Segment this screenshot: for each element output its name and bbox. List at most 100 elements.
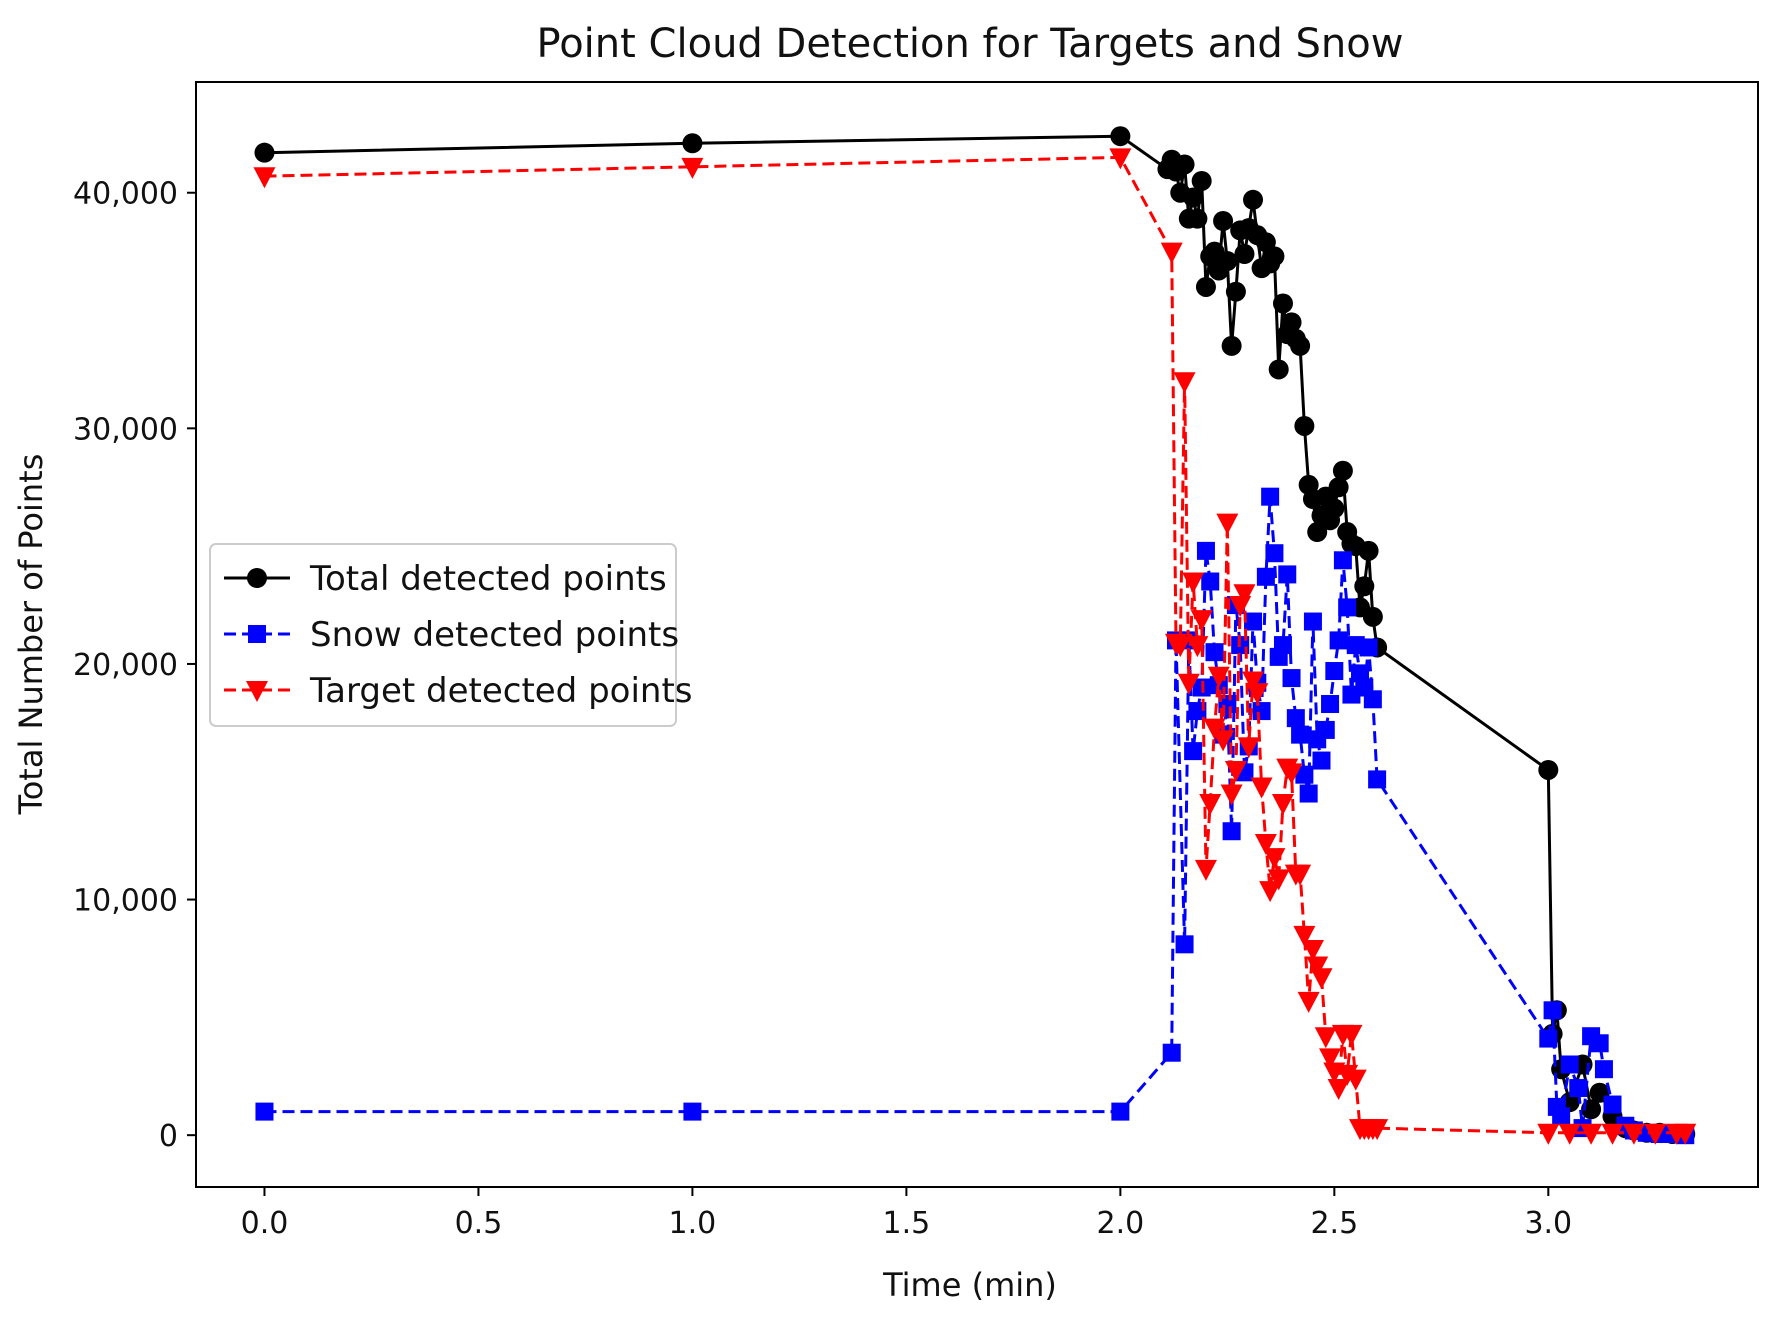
legend-label: Total detected points bbox=[309, 559, 667, 599]
data-point bbox=[1237, 737, 1260, 759]
data-point bbox=[1184, 742, 1203, 761]
data-point bbox=[1207, 666, 1230, 688]
legend-box bbox=[209, 543, 677, 727]
data-point bbox=[1199, 793, 1222, 815]
data-point bbox=[1289, 864, 1312, 886]
data-point bbox=[1325, 662, 1344, 681]
data-point bbox=[1173, 372, 1196, 394]
data-point bbox=[1282, 669, 1301, 688]
data-point bbox=[1234, 243, 1255, 264]
data-point bbox=[1264, 246, 1285, 267]
data-point bbox=[1205, 643, 1224, 662]
y-axis: 0 10,000 20,000 30,000 40,000 bbox=[73, 177, 196, 1154]
data-point bbox=[1190, 610, 1213, 632]
data-point bbox=[1244, 612, 1263, 631]
y-tick-label: 10,000 bbox=[73, 884, 178, 919]
data-point bbox=[1281, 312, 1302, 333]
series-layer bbox=[253, 126, 1697, 1145]
y-tick-label: 40,000 bbox=[73, 177, 178, 212]
data-point bbox=[1328, 477, 1349, 498]
data-point bbox=[1539, 1029, 1558, 1048]
data-point bbox=[1225, 281, 1246, 302]
data-point bbox=[1250, 777, 1273, 799]
y-tick-label: 0 bbox=[159, 1119, 178, 1154]
data-point bbox=[1359, 638, 1378, 657]
data-point bbox=[1261, 487, 1280, 506]
data-point bbox=[1338, 598, 1357, 617]
data-point bbox=[1299, 784, 1318, 803]
data-point bbox=[1594, 1060, 1613, 1079]
data-point bbox=[1182, 572, 1205, 594]
legend-item: Total detected points bbox=[224, 559, 667, 599]
data-point bbox=[1366, 1119, 1389, 1141]
data-point bbox=[1295, 765, 1314, 784]
legend-item: Snow detected points bbox=[224, 615, 679, 655]
data-point bbox=[1273, 636, 1292, 655]
data-point bbox=[1294, 415, 1315, 436]
data-point bbox=[1312, 751, 1331, 770]
legend-marker bbox=[248, 625, 266, 643]
data-point bbox=[1329, 631, 1348, 650]
legend-label: Target detected points bbox=[309, 671, 693, 711]
data-point bbox=[1340, 1024, 1363, 1046]
x-tick-label: 1.5 bbox=[883, 1206, 931, 1241]
data-point bbox=[1538, 759, 1559, 780]
data-point bbox=[1358, 540, 1379, 561]
data-point bbox=[1332, 460, 1353, 481]
data-point bbox=[1195, 276, 1216, 297]
data-point bbox=[254, 142, 275, 163]
data-point bbox=[1201, 572, 1220, 591]
data-point bbox=[1162, 1043, 1181, 1062]
data-point bbox=[1110, 126, 1131, 147]
data-point bbox=[1267, 869, 1290, 891]
x-tick-label: 3.0 bbox=[1524, 1206, 1572, 1241]
data-point bbox=[255, 1102, 274, 1121]
data-point bbox=[1216, 513, 1239, 535]
data-point bbox=[1333, 551, 1352, 570]
data-point bbox=[1268, 359, 1289, 380]
data-point bbox=[1224, 760, 1247, 782]
data-point bbox=[1174, 154, 1195, 175]
data-point bbox=[1221, 335, 1242, 356]
data-point bbox=[1233, 584, 1256, 606]
data-point bbox=[1622, 1123, 1645, 1145]
data-point bbox=[1183, 187, 1204, 208]
data-point bbox=[1601, 1123, 1624, 1145]
data-point bbox=[1310, 968, 1333, 990]
data-point bbox=[1109, 148, 1132, 170]
data-point bbox=[1319, 1048, 1342, 1070]
x-tick-label: 0.0 bbox=[241, 1206, 289, 1241]
data-point bbox=[1280, 763, 1303, 785]
data-point bbox=[1111, 1102, 1130, 1121]
x-tick-label: 2.0 bbox=[1097, 1206, 1145, 1241]
data-point bbox=[1252, 702, 1271, 721]
chart-title: Point Cloud Detection for Targets and Sn… bbox=[537, 21, 1404, 67]
data-point bbox=[1558, 1123, 1581, 1145]
data-point bbox=[1242, 671, 1265, 693]
data-point bbox=[1191, 170, 1212, 191]
data-point bbox=[683, 1102, 702, 1121]
data-point bbox=[1175, 935, 1194, 954]
series-target-detected-points bbox=[253, 148, 1697, 1145]
data-point bbox=[1363, 690, 1382, 709]
data-point bbox=[1590, 1034, 1609, 1053]
data-point bbox=[1243, 189, 1264, 210]
data-point bbox=[1674, 1123, 1697, 1145]
data-point bbox=[1314, 1027, 1337, 1049]
data-point bbox=[1169, 636, 1192, 658]
data-point bbox=[681, 157, 704, 179]
data-point bbox=[1543, 1001, 1562, 1020]
data-point bbox=[1580, 1123, 1603, 1145]
data-point bbox=[1307, 522, 1328, 543]
data-point bbox=[1186, 636, 1209, 658]
series-snow-detected-points bbox=[255, 487, 1695, 1145]
legend-marker bbox=[246, 681, 268, 702]
data-point bbox=[1254, 834, 1277, 856]
data-point bbox=[1290, 335, 1311, 356]
data-point bbox=[1246, 683, 1269, 705]
legend: Total detected points Snow detected point… bbox=[209, 543, 693, 727]
data-point bbox=[1278, 565, 1297, 584]
x-tick-label: 2.5 bbox=[1310, 1206, 1358, 1241]
data-point bbox=[1272, 293, 1293, 314]
